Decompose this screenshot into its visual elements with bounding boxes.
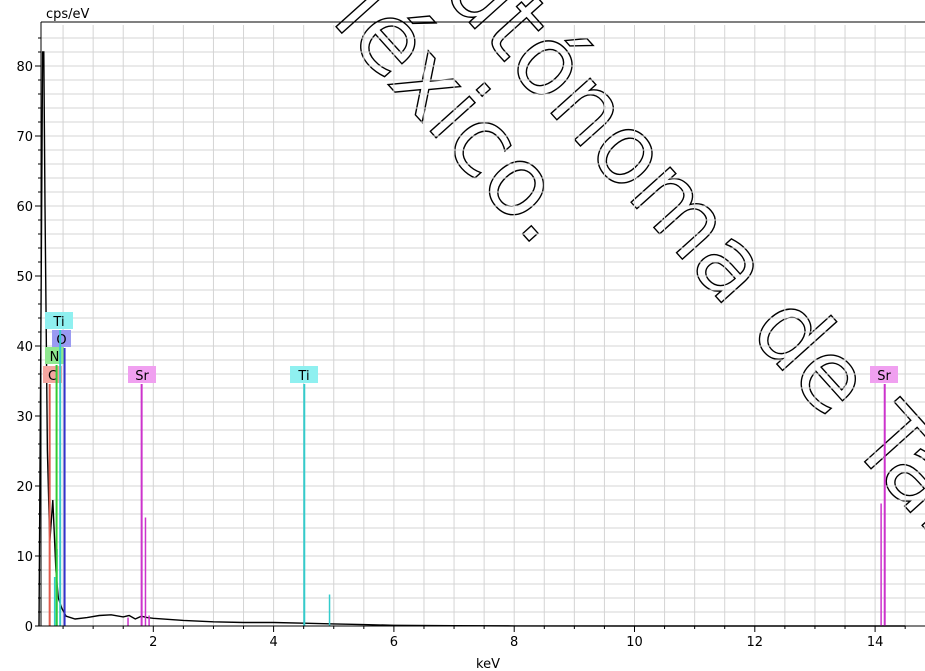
x-tick-label: 12 bbox=[747, 635, 764, 650]
peak-label-sr: Sr bbox=[877, 369, 891, 384]
peak-label-o: O bbox=[56, 333, 66, 348]
peak-label-n: N bbox=[50, 350, 60, 365]
peak-tag-bg bbox=[52, 330, 71, 347]
peak-tag-bg bbox=[870, 366, 898, 383]
x-tick-label: 14 bbox=[867, 635, 884, 650]
x-axis-label: keV bbox=[476, 657, 500, 671]
x-tick-label: 10 bbox=[626, 635, 643, 650]
peak-tag-bg bbox=[128, 366, 156, 383]
y-tick-label: 20 bbox=[16, 480, 33, 495]
x-tick-label: 6 bbox=[390, 635, 398, 650]
y-tick-label: 60 bbox=[16, 200, 33, 215]
peak-label-c: C bbox=[48, 369, 57, 384]
peak-tag-bg bbox=[45, 312, 73, 329]
y-tick-label: 50 bbox=[16, 270, 33, 285]
y-tick-label: 10 bbox=[16, 550, 33, 565]
peak-label-sr: Sr bbox=[135, 369, 149, 384]
y-tick-label: 30 bbox=[16, 410, 33, 425]
x-tick-label: 2 bbox=[149, 635, 157, 650]
grid bbox=[41, 25, 925, 626]
x-tick-label: 8 bbox=[510, 635, 518, 650]
y-tick-label: 80 bbox=[16, 60, 33, 75]
axes: 0 10 20 30 40 50 60 70 80 2 4 6 8 10 12 14 bbox=[16, 21, 925, 650]
x-tick-label: 4 bbox=[269, 635, 277, 650]
y-tick-label: 0 bbox=[25, 620, 33, 635]
peak-label-ti: Ti bbox=[297, 369, 309, 384]
minor-peak-lines bbox=[53, 503, 882, 626]
y-axis-label: cps/eV bbox=[46, 7, 90, 22]
y-tick-label: 70 bbox=[16, 130, 33, 145]
peak-label-ti: Ti bbox=[52, 315, 64, 330]
peak-tag-bg bbox=[290, 366, 318, 383]
peak-markers: CNO Ti Sr Ti Sr bbox=[43, 312, 898, 626]
y-tick-label: 40 bbox=[16, 340, 33, 355]
